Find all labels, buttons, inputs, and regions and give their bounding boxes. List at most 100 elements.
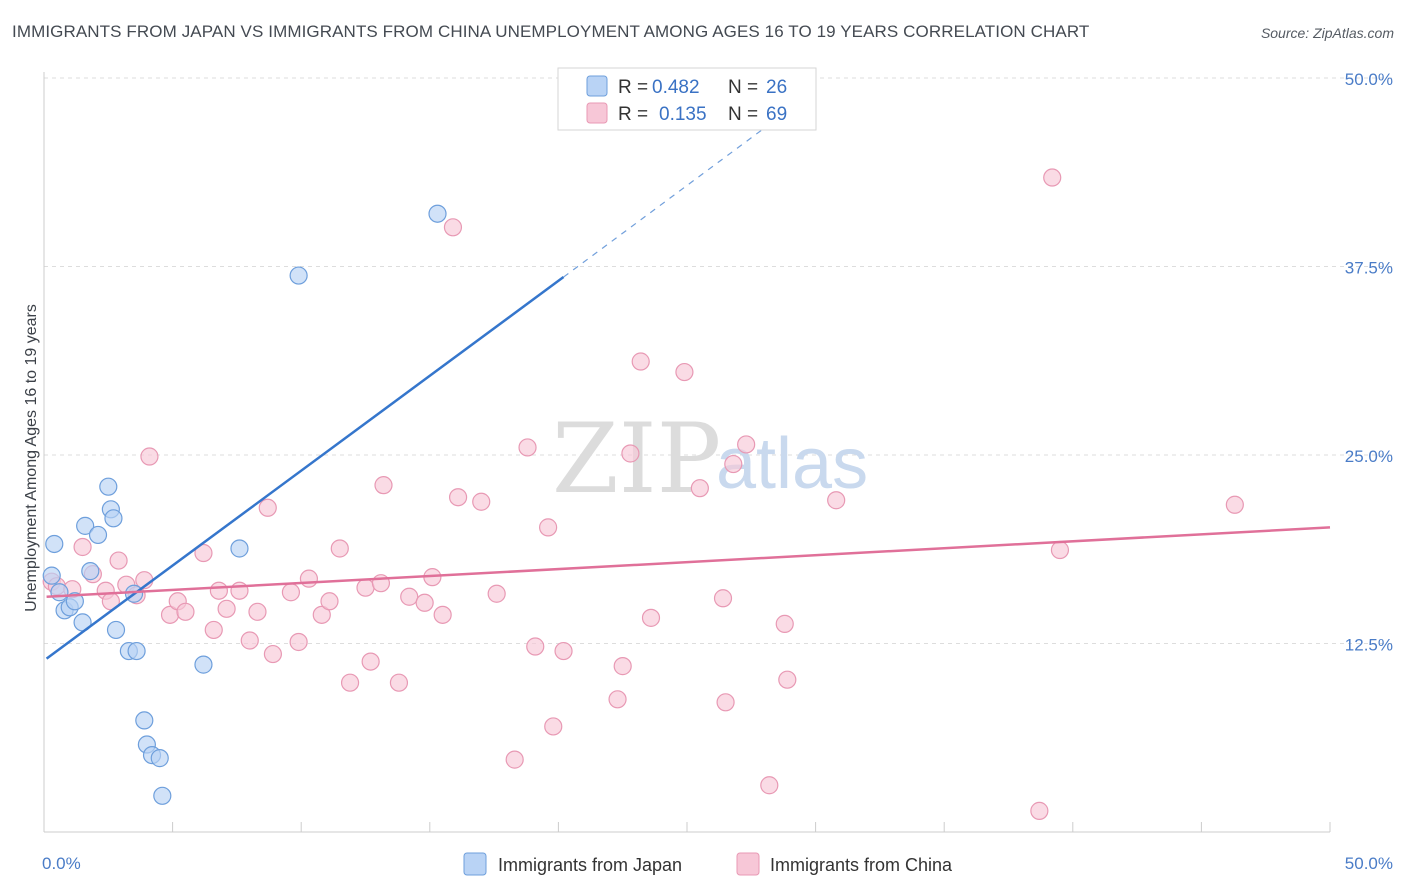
- china-point: [554, 641, 573, 661]
- china-point: [675, 362, 694, 382]
- china-point: [73, 537, 92, 557]
- china-point: [1225, 495, 1244, 514]
- china-point: [472, 492, 491, 511]
- japan-point: [88, 525, 108, 545]
- china-point: [737, 435, 756, 454]
- series-swatch-china: [736, 852, 760, 876]
- china-point: [724, 454, 743, 474]
- japan-point: [76, 516, 95, 535]
- japan-point: [428, 204, 447, 223]
- japan-point: [194, 655, 213, 674]
- japan-point: [127, 641, 146, 661]
- china-point: [400, 587, 419, 606]
- japan-point: [99, 477, 118, 496]
- china-point: [1050, 540, 1070, 560]
- legend-r-value-japan: 0.482: [652, 77, 700, 98]
- china-point: [539, 518, 558, 537]
- china-point: [263, 644, 283, 664]
- china-point: [281, 583, 301, 602]
- china-point: [240, 631, 259, 650]
- china-point: [641, 608, 661, 627]
- x-tick-labels: 0.0% 50.0%: [42, 854, 1393, 873]
- china-point: [140, 447, 159, 466]
- china-point: [775, 614, 794, 633]
- china-point: [299, 569, 319, 588]
- series-legend: Immigrants from Japan Immigrants from Ch…: [463, 852, 953, 876]
- china-point: [487, 584, 506, 603]
- y-tick-label: 12.5%: [1345, 636, 1393, 655]
- china-trend-line: [46, 526, 1331, 599]
- china-point: [415, 593, 434, 612]
- china-point: [109, 551, 128, 570]
- source-credit: Source: ZipAtlas.com: [1260, 25, 1394, 41]
- japan-point: [42, 566, 61, 585]
- china-point: [1030, 801, 1049, 820]
- china-point: [608, 690, 627, 709]
- china-point: [194, 543, 213, 563]
- china-point: [448, 488, 468, 507]
- china-point: [433, 605, 452, 624]
- x-tick-label: 0.0%: [42, 854, 81, 873]
- china-point: [526, 637, 545, 656]
- china-point: [320, 592, 339, 611]
- china-point: [289, 632, 308, 652]
- china-point: [613, 657, 632, 676]
- china-point: [389, 673, 409, 692]
- china-point: [248, 602, 267, 621]
- japan-point: [104, 509, 123, 528]
- legend-n-value-china: 69: [766, 104, 787, 125]
- legend-n-label-japan: N =: [728, 77, 758, 98]
- china-point: [176, 602, 195, 621]
- japan-point: [289, 266, 308, 285]
- watermark: ZIP atlas: [552, 403, 868, 515]
- japan-point: [45, 534, 64, 554]
- series-swatch-japan: [463, 852, 487, 876]
- china-point: [217, 599, 236, 618]
- legend-swatch-japan: [586, 75, 608, 97]
- china-point: [361, 652, 380, 671]
- japan-point: [230, 539, 249, 558]
- china-point: [518, 438, 537, 457]
- series-label-japan: Immigrants from Japan: [498, 855, 682, 875]
- china-point: [631, 352, 650, 371]
- china-point: [312, 605, 331, 624]
- y-tick-label: 37.5%: [1345, 259, 1393, 278]
- legend-r-label-japan: R =: [618, 77, 648, 98]
- japan-trend-extension: [563, 89, 816, 278]
- china-point: [713, 589, 733, 608]
- china-point: [621, 444, 640, 463]
- japan-trend-line: [45, 276, 565, 660]
- axes: [43, 72, 1330, 833]
- japan-point: [106, 620, 126, 640]
- japan-points: [42, 204, 447, 805]
- china-point: [827, 491, 846, 510]
- china-point: [716, 693, 735, 712]
- y-axis-label: Unemployment Among Ages 16 to 19 years: [23, 304, 40, 612]
- x-tick-label: 50.0%: [1345, 854, 1393, 873]
- china-point: [340, 673, 360, 692]
- trend-lines: [45, 89, 1331, 660]
- y-tick-label: 50.0%: [1345, 70, 1393, 89]
- china-point: [374, 476, 393, 495]
- china-point: [356, 578, 375, 597]
- legend-n-label-china: N =: [728, 104, 758, 125]
- y-tick-labels: 12.5% 25.0% 37.5% 50.0%: [1345, 70, 1393, 655]
- y-tick-label: 25.0%: [1345, 447, 1393, 466]
- japan-point: [65, 592, 84, 611]
- china-point: [209, 581, 228, 600]
- legend-r-label-china: R =: [618, 104, 648, 125]
- japan-point: [81, 562, 100, 581]
- china-point: [204, 620, 223, 640]
- china-point: [330, 539, 349, 558]
- legend-swatch-china: [586, 102, 608, 124]
- japan-point: [150, 749, 169, 768]
- china-point: [258, 498, 277, 517]
- legend-n-value-japan: 26: [766, 77, 787, 98]
- china-point: [760, 776, 779, 795]
- japan-point: [135, 711, 154, 730]
- series-label-china: Immigrants from China: [770, 855, 953, 875]
- japan-point: [50, 583, 69, 602]
- stats-legend: R = 0.482 N = 26 R = 0.135 N = 69: [557, 67, 817, 131]
- china-point: [544, 717, 563, 736]
